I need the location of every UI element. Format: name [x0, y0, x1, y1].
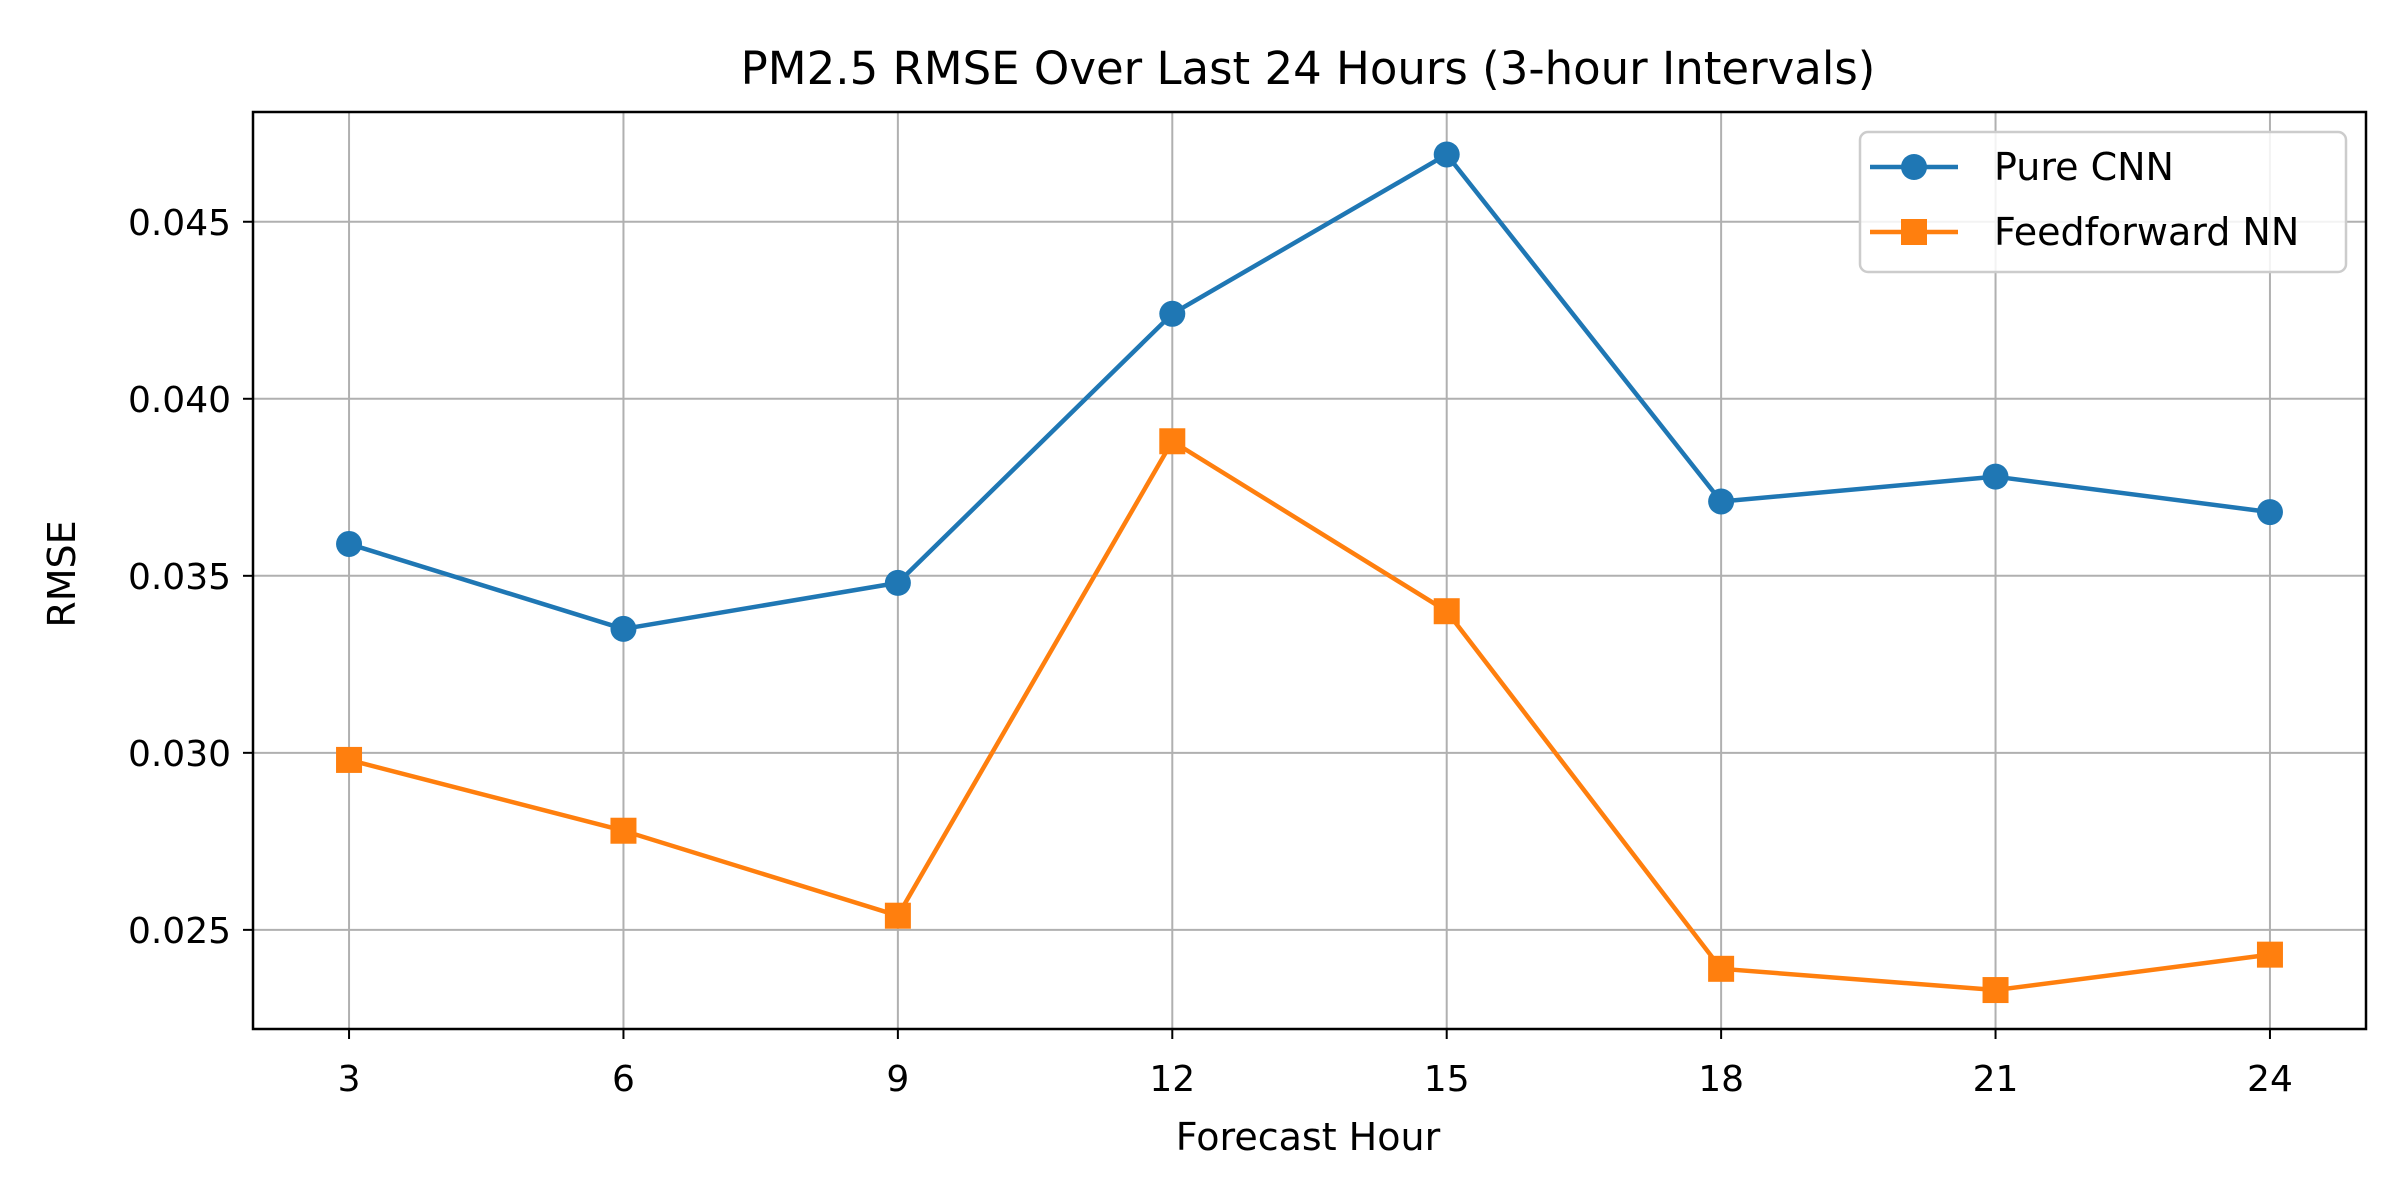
- data-point-pure-cnn: [2256, 499, 2283, 526]
- y-tick-label: 0.025: [128, 911, 231, 952]
- plot-frame: [251, 110, 2368, 1031]
- data-point-pure-cnn: [1433, 141, 1460, 168]
- data-point-pure-cnn: [336, 530, 363, 557]
- y-axis-label: RMSE: [40, 520, 84, 627]
- data-point-feedforward-nn: [1159, 428, 1186, 455]
- x-tick-label: 24: [2247, 1059, 2293, 1100]
- legend-marker-pure-cnn: [1901, 154, 1927, 180]
- legend-marker-feedforward-nn: [1901, 219, 1927, 245]
- x-tick-label: 9: [886, 1059, 909, 1100]
- axis-ticks: 3 6 9 12 15 18 21 24 0.025 0.030 0.035 0.040 0.045: [128, 203, 2293, 1100]
- data-point-feedforward-nn: [1982, 977, 2009, 1004]
- y-tick-label: 0.045: [128, 203, 231, 244]
- legend-label-pure-cnn: Pure CNN: [1994, 145, 2174, 189]
- data-point-feedforward-nn: [336, 746, 363, 773]
- data-point-feedforward-nn: [1708, 955, 1735, 982]
- data-point-feedforward-nn: [2256, 941, 2283, 968]
- plot-series: [336, 141, 2283, 1004]
- x-tick-label: 21: [1973, 1059, 2019, 1100]
- x-tick-label: 6: [612, 1059, 635, 1100]
- y-tick-label: 0.035: [128, 557, 231, 598]
- legend-label-feedforward-nn: Feedforward NN: [1994, 210, 2299, 254]
- data-point-pure-cnn: [610, 615, 637, 642]
- y-tick-label: 0.040: [128, 380, 231, 421]
- series-line-feedforward-nn: [348, 439, 2271, 993]
- legend-frame: [1858, 130, 2348, 274]
- chart-title: PM2.5 RMSE Over Last 24 Hours (3-hour In…: [741, 42, 1876, 95]
- y-tick-label: 0.030: [128, 734, 231, 775]
- x-tick-label: 12: [1149, 1059, 1195, 1100]
- legend: Pure CNN Feedforward NN: [1858, 130, 2348, 274]
- data-point-pure-cnn: [1708, 488, 1735, 515]
- x-tick-label: 15: [1424, 1059, 1470, 1100]
- x-tick-label: 3: [338, 1059, 361, 1100]
- data-point-pure-cnn: [884, 569, 911, 596]
- data-point-pure-cnn: [1159, 300, 1186, 327]
- series-line-pure-cnn: [348, 152, 2271, 632]
- x-tick-label: 18: [1698, 1059, 1744, 1100]
- x-axis-label: Forecast Hour: [1176, 1115, 1441, 1159]
- data-point-feedforward-nn: [1433, 598, 1460, 625]
- data-point-feedforward-nn: [884, 902, 911, 929]
- data-point-pure-cnn: [1982, 463, 2009, 490]
- data-point-feedforward-nn: [610, 817, 637, 844]
